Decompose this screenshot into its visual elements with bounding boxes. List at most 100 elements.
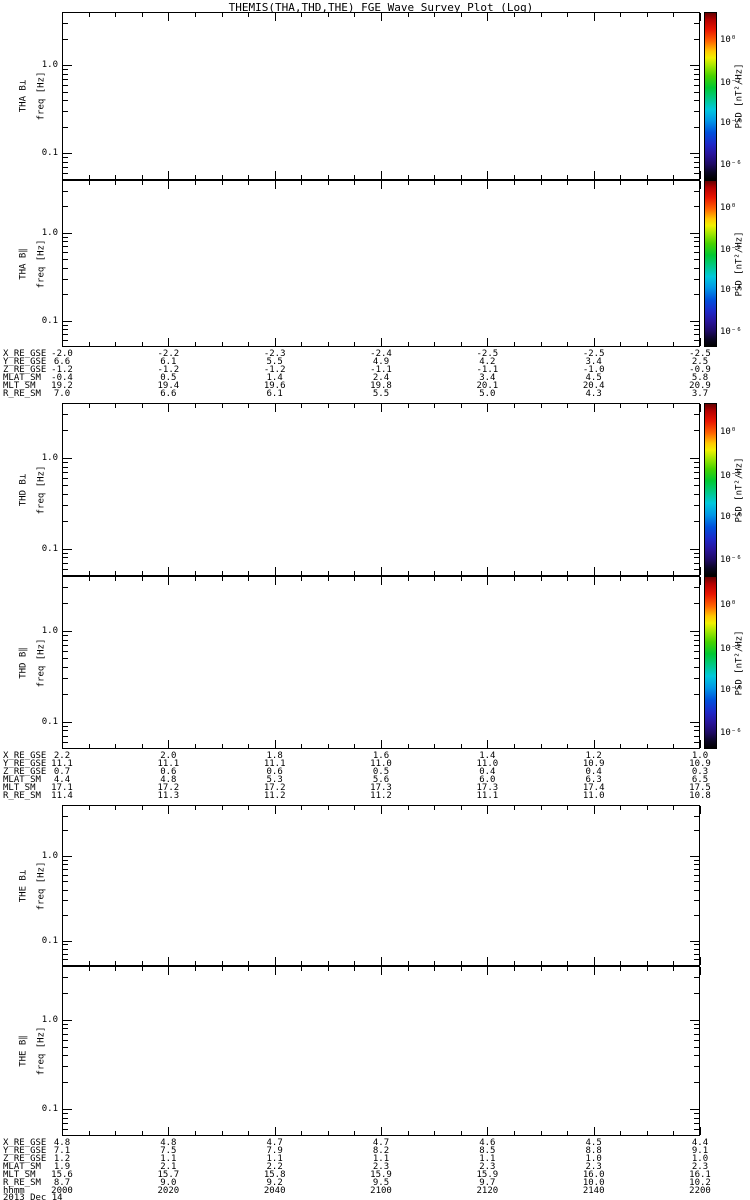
freq-minor-tick	[63, 977, 68, 978]
x-axis-tick	[142, 806, 143, 810]
freq-minor-tick	[63, 694, 68, 695]
panel-name-text: THD B⊥	[18, 473, 29, 506]
freq-minor-tick	[63, 237, 68, 238]
ephemeris-value: -2.5	[582, 349, 605, 359]
freq-minor-tick	[63, 252, 68, 253]
ephemeris-value: 0.4	[479, 767, 496, 777]
ephemeris-value: 1.6	[372, 751, 390, 761]
freq-minor-tick	[694, 1034, 699, 1035]
x-axis-tick	[328, 404, 329, 408]
freq-minor-tick	[694, 736, 699, 737]
x-axis-tick	[115, 342, 116, 346]
x-axis-tick	[62, 338, 63, 346]
x-axis-tick	[328, 342, 329, 346]
ephemeris-value: 0.6	[160, 767, 177, 777]
freq-minor-tick	[694, 869, 699, 870]
freq-minor-tick	[694, 864, 699, 865]
freq-minor-tick	[694, 587, 699, 588]
x-axis-tick	[142, 175, 143, 179]
x-axis-tick	[647, 806, 648, 810]
ephemeris-row-label: X_RE_GSE	[3, 1138, 47, 1148]
freq-minor-tick	[694, 678, 699, 679]
freq-minor-tick	[694, 860, 699, 861]
x-axis-tick	[381, 806, 382, 814]
ephemeris-value: 4.6	[479, 1138, 496, 1148]
freq-minor-tick	[694, 157, 699, 158]
x-axis-tick	[620, 806, 621, 810]
x-axis-tick	[567, 404, 568, 408]
freq-minor-tick	[63, 869, 68, 870]
ephemeris-value: 3.7	[691, 389, 709, 399]
x-axis-tick	[461, 1131, 462, 1135]
freq-minor-tick	[63, 900, 68, 901]
ephemeris-value: 6.1	[160, 357, 177, 367]
freq-minor-tick	[694, 658, 699, 659]
freq-minor-tick	[63, 864, 68, 865]
colorbar-axis-text: PSD [nT²/Hz]	[734, 456, 745, 523]
x-axis-tick	[567, 806, 568, 810]
x-axis-tick	[514, 13, 515, 17]
x-axis-tick	[487, 181, 488, 189]
x-axis-tick	[89, 1131, 90, 1135]
ephemeris-value: -1.2	[51, 365, 73, 375]
freq-minor-tick	[694, 329, 699, 330]
ephemeris-value: 4.7	[372, 1138, 390, 1148]
ephemeris-value: 3.4	[585, 357, 602, 367]
x-axis-tick	[620, 404, 621, 408]
freq-minor-tick	[63, 485, 68, 486]
x-axis-tick	[620, 967, 621, 971]
freq-minor-tick	[63, 414, 68, 415]
ephemeris-value: -1.1	[370, 365, 392, 375]
x-axis-tick	[647, 967, 648, 971]
x-axis-tick	[620, 744, 621, 748]
ephemeris-value: 9.7	[479, 1178, 496, 1188]
x-axis-tick	[408, 967, 409, 971]
colorbar-tick-label: 10⁻²	[720, 245, 742, 256]
x-axis-tick	[275, 567, 276, 575]
x-axis-tick	[567, 342, 568, 346]
x-axis-tick	[195, 13, 196, 17]
freq-tick-label: 0.1	[41, 1104, 58, 1114]
x-axis-tick	[647, 744, 648, 748]
x-axis-tick	[673, 806, 674, 810]
ephemeris-value: 11.2	[263, 791, 286, 801]
ephemeris-row-label: Z_RE_GSE	[3, 365, 47, 375]
x-axis-tick	[142, 744, 143, 748]
x-axis-tick	[594, 171, 595, 179]
x-axis-tick	[115, 961, 116, 965]
x-axis-tick	[275, 404, 276, 412]
freq-minor-tick	[63, 462, 68, 463]
x-axis-tick	[354, 806, 355, 810]
ephemeris-value: 5.5	[266, 357, 283, 367]
x-axis-tick	[461, 967, 462, 971]
freq-minor-tick	[694, 173, 699, 174]
x-axis-tick	[381, 404, 382, 412]
freq-minor-tick	[694, 241, 699, 242]
freq-minor-tick	[694, 167, 699, 168]
freq-minor-tick	[63, 268, 68, 269]
x-axis-tick	[222, 577, 223, 581]
x-axis-tick	[434, 404, 435, 408]
freq-major-tick	[63, 631, 72, 632]
x-axis-tick	[673, 404, 674, 408]
ephemeris-value: 17.3	[476, 783, 499, 793]
ephemeris-value: 11.1	[157, 759, 180, 769]
x-axis-tick	[248, 181, 249, 185]
ephemeris-value: 15.8	[263, 1170, 286, 1180]
freq-axis-text: freq [Hz]	[36, 71, 47, 121]
freq-minor-tick	[694, 462, 699, 463]
x-axis-tick	[514, 577, 515, 581]
x-axis-tick	[195, 806, 196, 810]
freq-major-tick	[63, 549, 72, 550]
ephemeris-value: 1.4	[266, 373, 283, 383]
freq-minor-tick	[694, 478, 699, 479]
ephemeris-value: 8.7	[53, 1178, 71, 1188]
x-axis-tick	[328, 967, 329, 971]
x-axis-tick	[673, 961, 674, 965]
ephemeris-value: 7.1	[53, 1146, 71, 1156]
x-axis-tick	[354, 961, 355, 965]
freq-axis-text: freq [Hz]	[36, 465, 47, 514]
x-axis-tick	[142, 342, 143, 346]
freq-minor-tick	[694, 553, 699, 554]
freq-minor-tick	[63, 173, 68, 174]
